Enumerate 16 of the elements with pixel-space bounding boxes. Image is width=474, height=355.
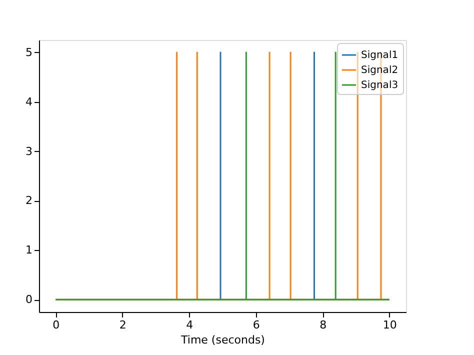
- legend-label: Signal2: [361, 65, 398, 76]
- y-tick-label: 3: [26, 144, 32, 158]
- x-tick-label: 2: [119, 318, 126, 332]
- x-axis-title: Time (seconds): [180, 334, 265, 346]
- x-tick-label: 0: [52, 318, 60, 332]
- y-tick-label: 2: [26, 194, 32, 208]
- y-tick-label: 0: [26, 293, 32, 306]
- legend-label: Signal3: [361, 80, 398, 91]
- y-tick-label: 5: [26, 46, 32, 59]
- x-tick-label: 4: [186, 318, 194, 332]
- legend-label: Signal1: [361, 50, 398, 61]
- y-tick-label: 4: [26, 95, 32, 108]
- x-tick-label: 8: [320, 318, 327, 332]
- x-tick-label: 10: [382, 318, 397, 332]
- x-tick-label: 6: [252, 318, 260, 332]
- y-tick-label: 1: [26, 244, 32, 257]
